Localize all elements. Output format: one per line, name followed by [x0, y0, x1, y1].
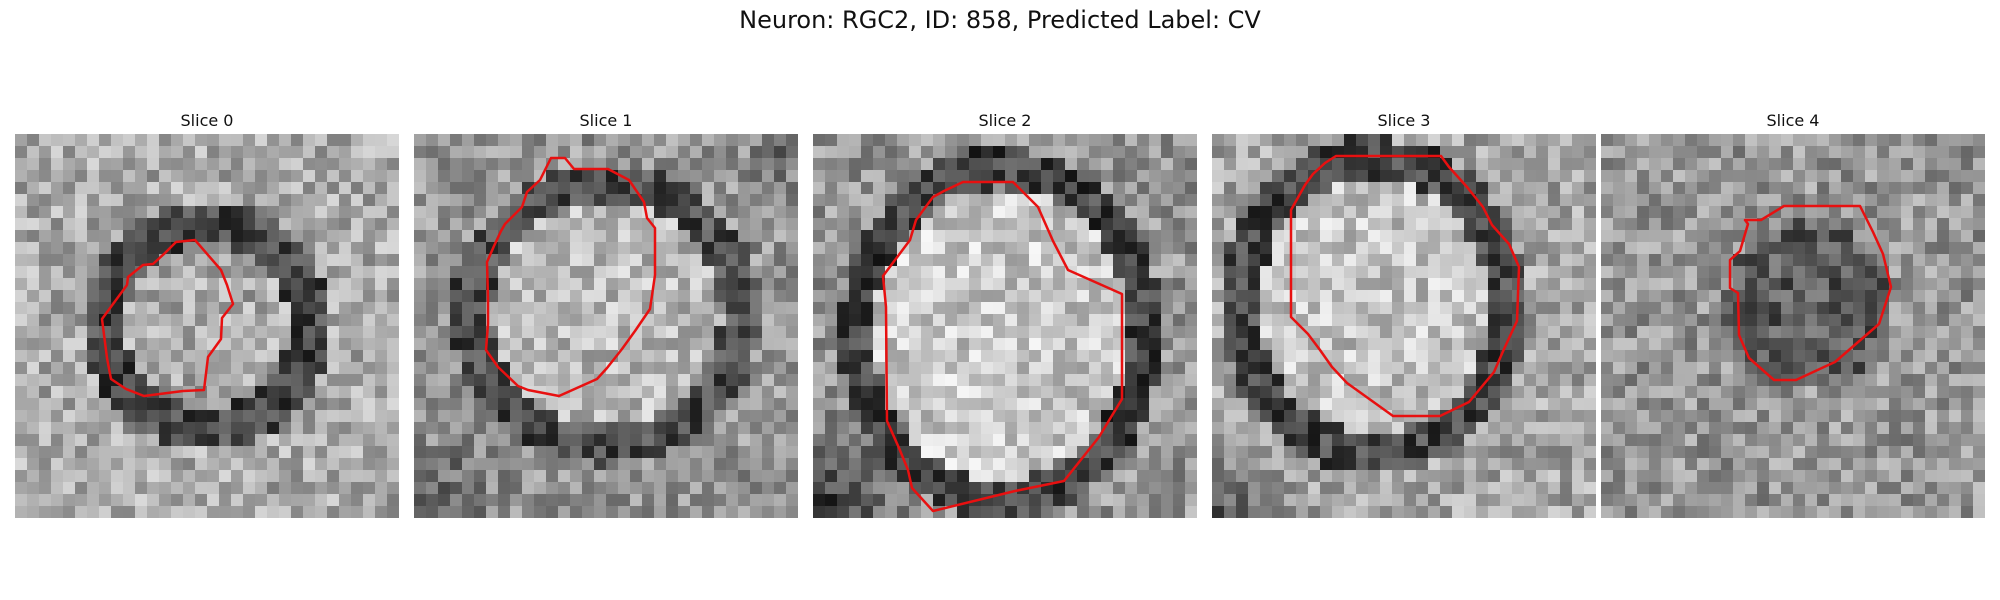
slice-image-0: [15, 134, 399, 518]
slice-image-1: [414, 134, 798, 518]
slice-image-2: [813, 134, 1197, 518]
neuron-contour-4: [1728, 204, 1893, 382]
slice-title-2: Slice 2: [978, 111, 1032, 130]
slice-title-4: Slice 4: [1766, 111, 1820, 130]
slice-image-3: [1212, 134, 1596, 518]
slice-panel-0: Slice 0: [15, 108, 399, 518]
slice-title-1: Slice 1: [579, 111, 633, 130]
neuron-contour-2: [881, 180, 1124, 513]
slice-title-3: Slice 3: [1377, 111, 1431, 130]
neuron-contour-3: [1289, 154, 1521, 418]
neuron-contour-0: [100, 238, 235, 398]
slice-panel-1: Slice 1: [414, 108, 798, 518]
slice-panel-3: Slice 3: [1212, 108, 1596, 518]
slice-panel-4: Slice 4: [1601, 108, 1985, 518]
slice-image-4: [1601, 134, 1985, 518]
slice-panel-2: Slice 2: [813, 108, 1197, 518]
figure-title: Neuron: RGC2, ID: 858, Predicted Label: …: [739, 6, 1261, 34]
neuron-contour-1: [484, 156, 657, 398]
slice-title-0: Slice 0: [180, 111, 234, 130]
